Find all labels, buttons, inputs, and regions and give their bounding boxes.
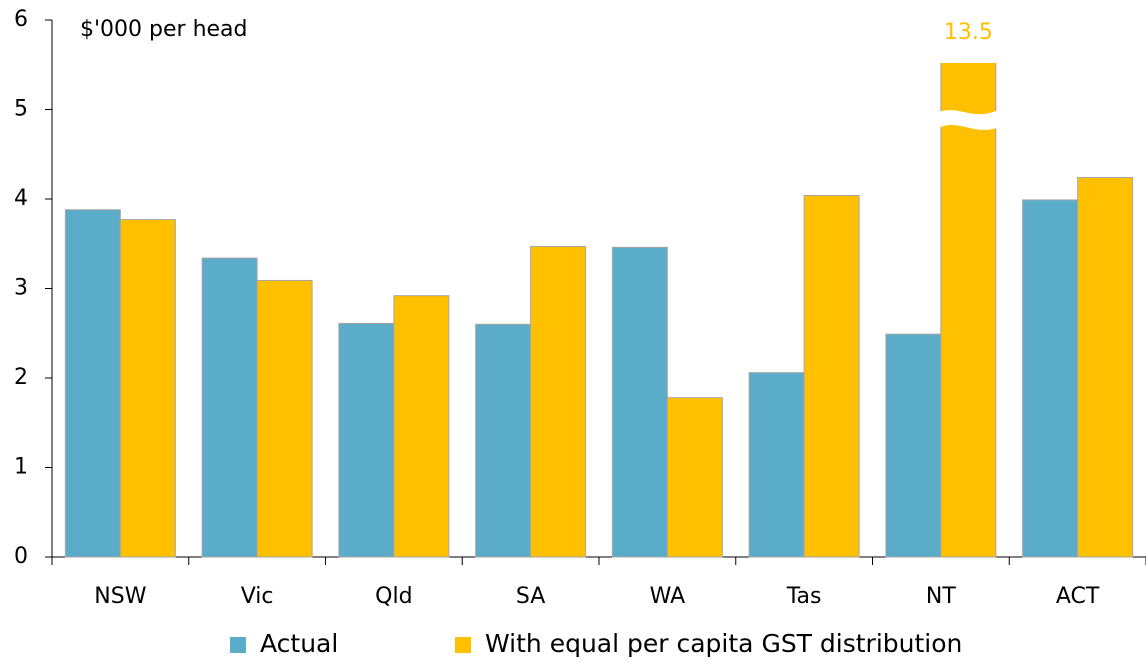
bar [940, 63, 997, 558]
x-tick-label: Qld [375, 584, 412, 609]
bar [64, 209, 121, 558]
bar [748, 372, 805, 558]
y-tick-label: 2 [14, 365, 28, 390]
y-axis-label: $'000 per head [80, 17, 248, 42]
y-tick-label: 0 [14, 544, 28, 569]
bar [393, 295, 450, 558]
bar [1022, 199, 1079, 558]
x-tick-label: NSW [94, 584, 146, 609]
y-tick-label: 6 [14, 7, 28, 32]
y-tick-label: 3 [14, 276, 28, 301]
value-label: 13.5 [944, 20, 993, 45]
bar [119, 219, 176, 558]
bar [338, 322, 395, 558]
bar [201, 257, 258, 558]
bar [475, 323, 532, 558]
legend-label: With equal per capita GST distribution [485, 629, 962, 658]
bar [530, 245, 587, 558]
bar [885, 333, 942, 558]
bar [1077, 177, 1134, 558]
legend-label: Actual [260, 629, 338, 658]
x-tick-label: Tas [786, 584, 822, 609]
x-tick-label: NT [926, 584, 956, 609]
bar [666, 397, 723, 558]
y-tick-label: 4 [14, 186, 28, 211]
y-tick-label: 5 [14, 97, 28, 122]
x-tick-label: ACT [1056, 584, 1100, 609]
x-tick-label: SA [516, 584, 545, 609]
x-tick-label: Vic [241, 584, 274, 609]
legend-swatch [455, 637, 471, 653]
x-tick-label: WA [650, 584, 686, 609]
legend-swatch [230, 637, 246, 653]
bar [256, 279, 313, 558]
y-tick-label: 1 [14, 455, 28, 480]
bar [803, 194, 860, 558]
axis-break [936, 109, 1000, 130]
bar [611, 246, 668, 558]
